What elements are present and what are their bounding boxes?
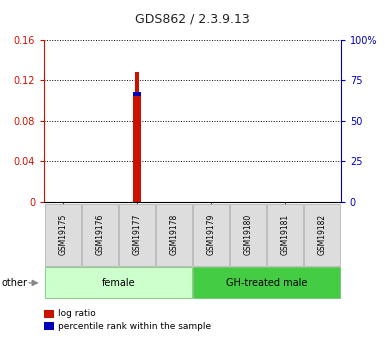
Text: GSM19175: GSM19175: [58, 214, 67, 255]
Text: female: female: [102, 278, 135, 288]
Text: GH-treated male: GH-treated male: [226, 278, 307, 288]
Text: GDS862 / 2.3.9.13: GDS862 / 2.3.9.13: [135, 12, 250, 25]
Text: GSM19177: GSM19177: [132, 214, 141, 255]
Text: other: other: [2, 278, 28, 288]
Text: GSM19180: GSM19180: [244, 214, 253, 255]
Bar: [133, 96, 141, 202]
Text: percentile rank within the sample: percentile rank within the sample: [58, 322, 211, 331]
Text: GSM19178: GSM19178: [169, 214, 179, 255]
Text: GSM19182: GSM19182: [318, 214, 327, 255]
Text: GSM19181: GSM19181: [281, 214, 290, 255]
Bar: [135, 72, 139, 202]
Text: GSM19176: GSM19176: [95, 214, 104, 255]
Text: GSM19179: GSM19179: [206, 214, 216, 255]
Bar: [133, 91, 141, 202]
Text: log ratio: log ratio: [58, 309, 95, 318]
